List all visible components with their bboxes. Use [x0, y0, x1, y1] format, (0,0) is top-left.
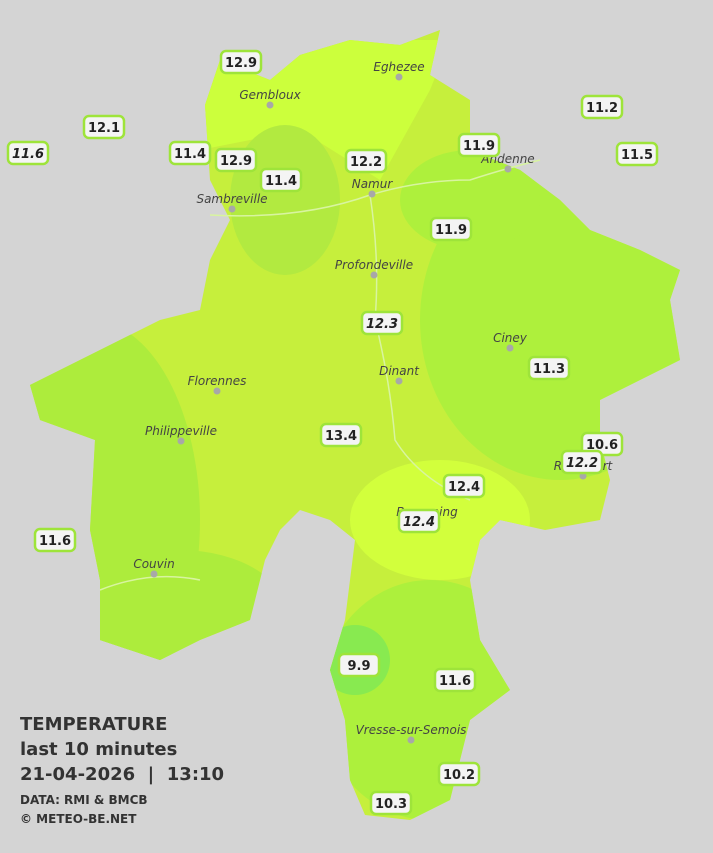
city-label: Sambreville	[196, 192, 267, 206]
city-dot	[504, 165, 512, 173]
station-value: 12.3	[366, 317, 398, 332]
station-box	[214, 147, 258, 173]
station-value: 12.4	[403, 515, 435, 530]
station: 12.2	[560, 449, 604, 475]
station-value: 11.6	[39, 534, 71, 549]
city-dot	[407, 736, 415, 744]
city-dot	[150, 570, 158, 578]
station-box	[337, 652, 381, 678]
station-value: 10.6	[586, 438, 618, 453]
station-value: 12.4	[448, 480, 480, 495]
city-label: Dinant	[379, 364, 420, 378]
station: 11.9	[457, 132, 501, 158]
city-label: Gembloux	[239, 88, 301, 102]
station-box	[615, 141, 659, 167]
city-label: Profondeville	[335, 258, 413, 272]
rivers	[99, 159, 541, 591]
station-box	[369, 790, 413, 816]
station-value: 10.3	[375, 797, 407, 812]
station-box	[429, 216, 473, 242]
station: 11.4	[168, 140, 212, 166]
station: 11.3	[527, 355, 571, 381]
station: 11.5	[615, 141, 659, 167]
station-box	[168, 140, 212, 166]
city-label: Namur	[352, 177, 394, 191]
station: 9.9	[337, 652, 381, 678]
station-box	[360, 310, 404, 336]
station-value: 12.1	[88, 121, 120, 136]
station-box	[437, 761, 481, 787]
city-label: Vresse-sur-Semois	[356, 723, 467, 737]
station-box	[580, 94, 624, 120]
city-label: Eghezee	[373, 60, 424, 74]
station: 13.4	[319, 422, 363, 448]
station-value: 11.5	[621, 148, 653, 163]
legend-copyright: © METEO-BE.NET	[20, 812, 137, 826]
station-box	[560, 449, 604, 475]
station-box	[259, 167, 303, 193]
legend-source: DATA: RMI & BMCB	[20, 793, 148, 807]
city-dot	[177, 437, 185, 445]
legend-subtitle: last 10 minutes	[20, 739, 177, 760]
station: 11.6	[33, 527, 77, 553]
city-dot	[395, 73, 403, 81]
station-value: 11.4	[174, 147, 206, 162]
station: 12.4	[442, 473, 486, 499]
station-value: 12.9	[220, 154, 252, 169]
station-box	[442, 473, 486, 499]
station-box	[344, 148, 388, 174]
station-box	[82, 114, 126, 140]
station: 11.4	[259, 167, 303, 193]
station: 12.3	[360, 310, 404, 336]
city-dot	[395, 377, 403, 385]
station-value: 11.6	[439, 674, 471, 689]
station-value: 11.9	[435, 223, 467, 238]
station: 11.6	[433, 667, 477, 693]
station-box	[433, 667, 477, 693]
station-box	[397, 508, 441, 534]
city-label: Couvin	[133, 557, 174, 571]
station-value: 12.2	[350, 155, 382, 170]
station-value: 12.2	[566, 456, 598, 471]
station-box	[457, 132, 501, 158]
city-dot	[506, 344, 514, 352]
city-dot	[213, 387, 221, 395]
station-value: 13.4	[325, 429, 357, 444]
station-value: 11.4	[265, 174, 297, 189]
city-dot	[266, 101, 274, 109]
station-value: 11.9	[463, 139, 495, 154]
station-value: 10.2	[443, 768, 475, 783]
legend-title: TEMPERATURE	[20, 714, 167, 735]
station: 11.2	[580, 94, 624, 120]
station: 11.9	[429, 216, 473, 242]
station-box	[33, 527, 77, 553]
station-value: 11.3	[533, 362, 565, 377]
city-dot	[228, 205, 236, 213]
city-label: Philippeville	[145, 424, 217, 438]
station-box	[319, 422, 363, 448]
city-label: Florennes	[188, 374, 247, 388]
station: 10.2	[437, 761, 481, 787]
station-box	[6, 140, 50, 166]
station: 12.2	[344, 148, 388, 174]
legend-datetime: 21-04-2026 | 13:10	[20, 764, 224, 785]
station-value: 12.9	[225, 56, 257, 71]
station-value: 9.9	[347, 659, 370, 674]
station-box	[219, 49, 263, 75]
station: 12.9	[219, 49, 263, 75]
station: 10.3	[369, 790, 413, 816]
city-dot	[370, 271, 378, 279]
station: 12.1	[82, 114, 126, 140]
city-label: Ciney	[493, 331, 528, 345]
station-box	[527, 355, 571, 381]
station: 12.9	[214, 147, 258, 173]
station-value: 11.6	[12, 147, 44, 162]
station: 11.6	[6, 140, 50, 166]
station-value: 11.2	[586, 101, 618, 116]
station: 12.4	[397, 508, 441, 534]
city-dot	[368, 190, 376, 198]
